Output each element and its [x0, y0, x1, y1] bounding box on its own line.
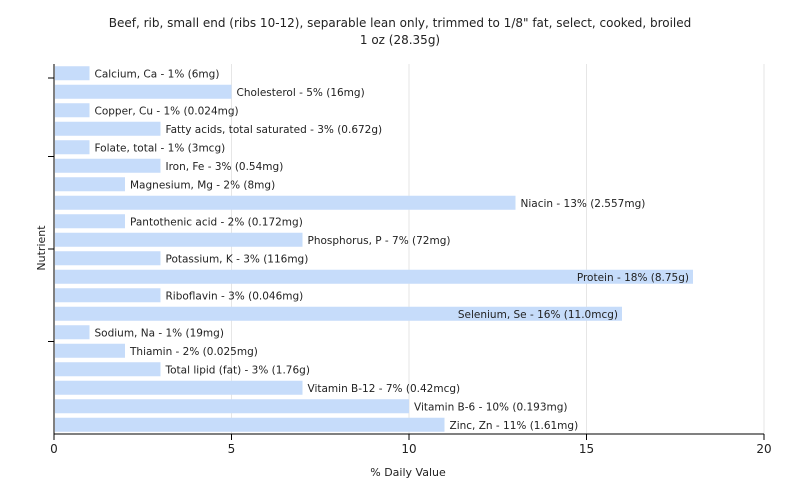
- bar-label: Magnesium, Mg - 2% (8mg): [130, 179, 275, 191]
- bar-label: Thiamin - 2% (0.025mg): [129, 346, 258, 358]
- x-tick-label: 0: [50, 442, 58, 456]
- bar-label: Sodium, Na - 1% (19mg): [95, 327, 224, 339]
- bar: [55, 380, 303, 395]
- x-tick-label: 10: [401, 442, 416, 456]
- bar-label: Riboflavin - 3% (0.046mg): [166, 290, 304, 302]
- x-tick-label: 5: [228, 442, 236, 456]
- bar-label: Cholesterol - 5% (16mg): [237, 87, 365, 99]
- x-tick-label: 15: [579, 442, 594, 456]
- bar: [55, 158, 161, 173]
- bar: [55, 306, 622, 321]
- bar: [55, 103, 90, 118]
- bar: [55, 140, 90, 155]
- bar: [55, 288, 161, 303]
- bar: [55, 84, 232, 99]
- bar: [55, 214, 125, 229]
- bars: [55, 66, 693, 432]
- y-axis-label: Nutrient: [35, 225, 48, 271]
- bar: [55, 325, 90, 340]
- bar-label: Selenium, Se - 16% (11.0mcg): [458, 309, 618, 321]
- bar: [55, 251, 161, 266]
- bar-label: Calcium, Ca - 1% (6mg): [95, 68, 220, 80]
- bar: [55, 195, 516, 210]
- bar-label: Iron, Fe - 3% (0.54mg): [166, 161, 284, 173]
- bar-label: Copper, Cu - 1% (0.024mg): [95, 105, 239, 117]
- bar: [55, 121, 161, 136]
- bar: [55, 269, 693, 284]
- bar: [55, 177, 125, 192]
- x-tick-label: 20: [756, 442, 771, 456]
- chart-title: Beef, rib, small end (ribs 10-12), separ…: [109, 16, 692, 30]
- bar: [55, 232, 303, 247]
- bar-label: Vitamin B-6 - 10% (0.193mg): [414, 401, 568, 413]
- bar-label: Protein - 18% (8.75g): [577, 272, 689, 284]
- bar: [55, 399, 409, 414]
- bar-label: Pantothenic acid - 2% (0.172mg): [130, 216, 303, 228]
- x-axis-label: % Daily Value: [370, 466, 446, 479]
- bar-labels: Calcium, Ca - 1% (6mg) Cholesterol - 5% (…: [95, 68, 690, 432]
- bar: [55, 66, 90, 81]
- bar-label: Total lipid (fat) - 3% (1.76g): [165, 364, 310, 376]
- bar-label: Folate, total - 1% (3mcg): [95, 142, 226, 154]
- bar: [55, 343, 125, 358]
- bar-label: Fatty acids, total saturated - 3% (0.672…: [166, 124, 383, 136]
- bar-label: Niacin - 13% (2.557mg): [521, 198, 646, 210]
- chart-subtitle: 1 oz (28.35g): [360, 33, 440, 47]
- bar-label: Phosphorus, P - 7% (72mg): [308, 235, 451, 247]
- bar-label: Vitamin B-12 - 7% (0.42mcg): [308, 383, 461, 395]
- bar: [55, 417, 445, 432]
- bar: [55, 362, 161, 377]
- axes: 0 5 10 15 20: [48, 64, 772, 456]
- bar-label: Zinc, Zn - 11% (1.61mg): [450, 420, 579, 432]
- bar-label: Potassium, K - 3% (116mg): [166, 253, 309, 265]
- grid-lines: [231, 64, 765, 434]
